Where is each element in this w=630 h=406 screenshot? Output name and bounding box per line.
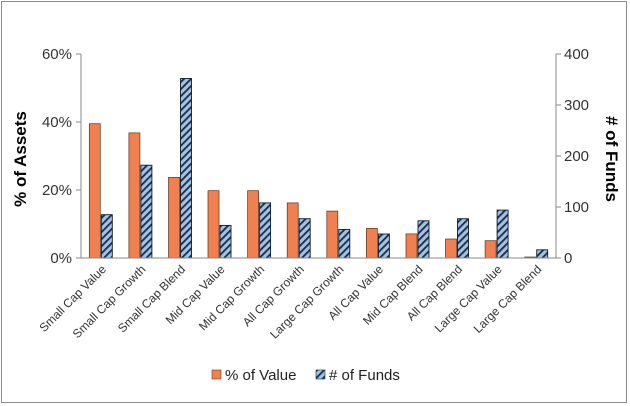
right-tick-label: 300 — [564, 97, 589, 114]
bar-value-5 — [286, 202, 299, 259]
category-label: Large Cap Value — [432, 262, 505, 335]
legend: % of Value # of Funds — [211, 367, 400, 384]
left-tick-label: 20% — [42, 182, 72, 199]
bar-value-9 — [445, 238, 457, 259]
left-tick-label: 0% — [50, 250, 72, 267]
bar-funds-3 — [219, 224, 232, 259]
bar-funds-0 — [100, 214, 113, 259]
bar-funds-4 — [259, 202, 272, 259]
left-tick-label: 40% — [42, 114, 72, 131]
bar-value-8 — [405, 233, 418, 259]
category-label: Small Cap Growth — [70, 262, 149, 341]
bar-value-4 — [247, 190, 259, 259]
right-axis-title: # of Funds — [602, 116, 621, 202]
bar-funds-11 — [536, 249, 549, 259]
bar-value-3 — [207, 190, 220, 259]
bar-funds-5 — [298, 218, 311, 259]
bar-value-10 — [484, 240, 497, 259]
bar-value-1 — [128, 132, 141, 259]
left-axis-title: % of Assets — [11, 111, 30, 207]
legend-swatch-value — [211, 369, 222, 380]
category-label: Large Cap Growth — [267, 262, 346, 341]
bar-value-2 — [168, 177, 180, 259]
category-label: Large Cap Blend — [471, 262, 545, 336]
bar-funds-9 — [457, 218, 469, 259]
right-tick-label: 200 — [564, 148, 589, 165]
legend-label-value: % of Value — [225, 367, 296, 384]
bar-funds-1 — [140, 164, 153, 259]
bar-value-7 — [366, 228, 378, 259]
legend-label-funds: # of Funds — [329, 367, 400, 384]
bar-funds-6 — [338, 228, 351, 259]
category-label: Small Cap Value — [36, 262, 109, 335]
bar-funds-8 — [417, 220, 430, 259]
bar-value-6 — [326, 210, 339, 259]
left-tick-label: 60% — [42, 46, 72, 63]
bar-funds-7 — [377, 233, 390, 259]
bar-funds-2 — [180, 78, 192, 259]
plot-bars — [88, 78, 549, 259]
category-label: Small Cap Blend — [115, 262, 188, 335]
right-tick-label: 100 — [564, 199, 589, 216]
bar-funds-10 — [496, 209, 509, 259]
left-axis-ticks: 0% 20% 40% 60% — [42, 46, 81, 267]
right-tick-label: 400 — [564, 46, 589, 63]
legend-swatch-funds — [315, 369, 326, 380]
right-axis-ticks: 0 100 200 300 400 — [556, 46, 589, 267]
right-tick-label: 0 — [564, 250, 572, 267]
bar-value-0 — [88, 123, 101, 259]
